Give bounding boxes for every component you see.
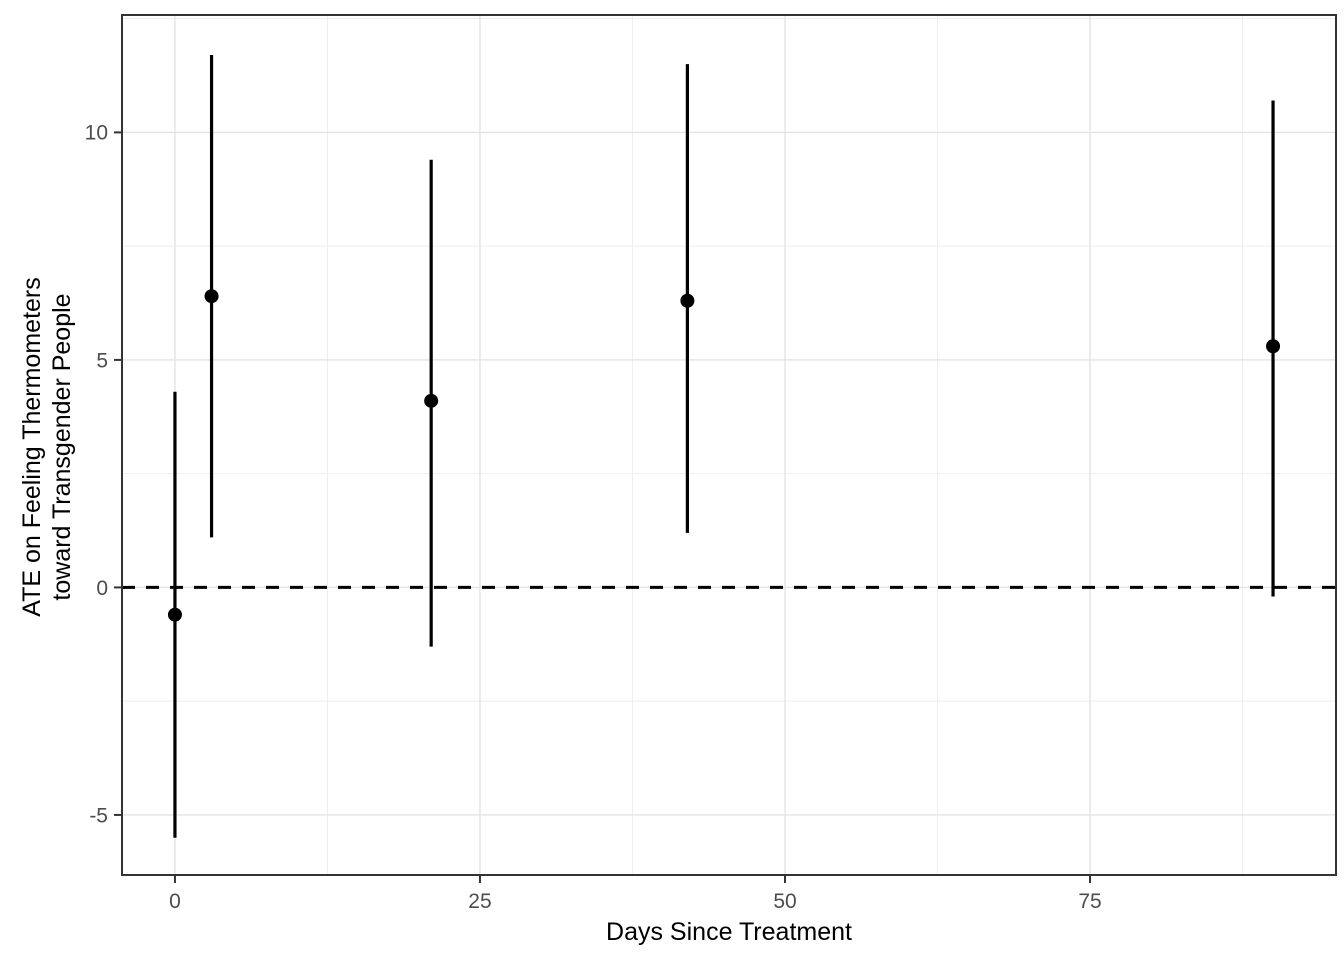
data-point <box>204 289 219 304</box>
data-point <box>680 293 695 308</box>
panel-background <box>122 15 1336 875</box>
data-point <box>1266 339 1281 354</box>
x-tick-label: 0 <box>169 890 181 913</box>
x-axis-title: Days Since Treatment <box>606 918 852 946</box>
y-tick-label: 0 <box>96 577 108 600</box>
x-tick-label: 75 <box>1078 890 1101 913</box>
y-tick-label: -5 <box>89 804 108 827</box>
panel-border <box>121 14 1337 876</box>
y-tick-label: 10 <box>85 122 108 145</box>
y-tick-label: 5 <box>96 349 108 372</box>
y-axis-title-line2: toward Transgender People <box>48 293 76 601</box>
x-tick-label: 50 <box>773 890 796 913</box>
data-point <box>167 607 182 622</box>
data-point <box>424 393 439 408</box>
y-axis-title-line1: ATE on Feeling Thermometers <box>18 277 46 617</box>
x-tick-label: 25 <box>468 890 491 913</box>
